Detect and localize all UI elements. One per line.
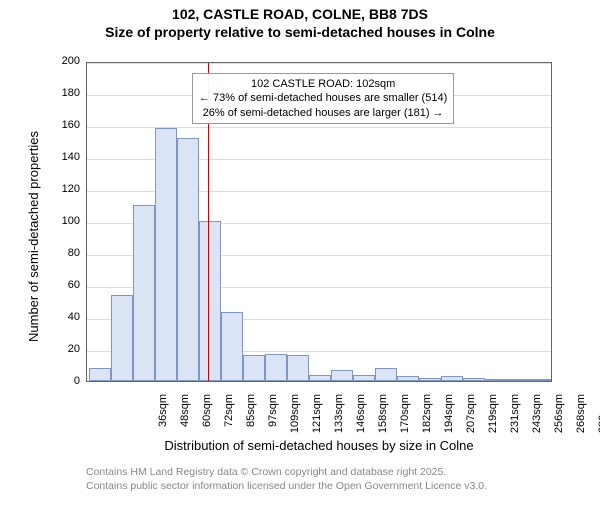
x-tick-label: 60sqm	[201, 394, 213, 454]
histogram-bar	[221, 312, 243, 381]
title-line-2: Size of property relative to semi-detach…	[105, 24, 495, 40]
histogram-bar	[111, 295, 133, 381]
histogram-bar	[507, 379, 529, 381]
attribution-text: Contains HM Land Registry data © Crown c…	[86, 466, 487, 493]
y-tick-label: 40	[56, 311, 80, 323]
y-axis-label: Number of semi-detached properties	[26, 131, 41, 342]
histogram-bar	[463, 378, 485, 381]
annotation-line-1: 102 CASTLE ROAD: 102sqm	[251, 78, 395, 90]
histogram-bar	[441, 376, 463, 381]
y-tick-label: 0	[56, 375, 80, 387]
gridline	[87, 63, 551, 64]
histogram-bar	[419, 378, 441, 381]
histogram-bar	[89, 368, 111, 381]
x-tick-label: 48sqm	[179, 394, 191, 454]
x-tick-label: 133sqm	[333, 394, 345, 454]
histogram-bar	[331, 370, 353, 381]
annotation-line-2: ← 73% of semi-detached houses are smalle…	[199, 92, 447, 104]
y-tick-label: 20	[56, 343, 80, 355]
annotation-line-3: 26% of semi-detached houses are larger (…	[203, 107, 444, 119]
x-tick-label: 268sqm	[575, 394, 587, 454]
histogram-bar	[353, 375, 375, 381]
histogram-bar	[243, 355, 265, 381]
y-tick-label: 60	[56, 279, 80, 291]
plot-area: 102 CASTLE ROAD: 102sqm ← 73% of semi-det…	[86, 62, 552, 382]
annotation-box: 102 CASTLE ROAD: 102sqm ← 73% of semi-det…	[192, 73, 454, 124]
histogram-bar	[485, 379, 507, 381]
title-line-1: 102, CASTLE ROAD, COLNE, BB8 7DS	[172, 6, 428, 22]
y-tick-label: 140	[56, 151, 80, 163]
x-tick-label: 194sqm	[443, 394, 455, 454]
y-tick-label: 120	[56, 183, 80, 195]
histogram-bar	[375, 368, 397, 381]
y-tick-label: 180	[56, 87, 80, 99]
x-tick-label: 170sqm	[399, 394, 411, 454]
histogram-bar	[177, 138, 199, 381]
x-tick-label: 97sqm	[267, 394, 279, 454]
histogram-bar	[287, 355, 309, 381]
chart-title: 102, CASTLE ROAD, COLNE, BB8 7DS Size of…	[0, 6, 600, 41]
y-tick-label: 80	[56, 247, 80, 259]
x-tick-label: 256sqm	[553, 394, 565, 454]
histogram-chart: 102 CASTLE ROAD: 102sqm ← 73% of semi-det…	[56, 56, 566, 436]
histogram-bar	[529, 379, 551, 381]
histogram-bar	[199, 221, 221, 381]
x-tick-label: 85sqm	[245, 394, 257, 454]
y-tick-label: 100	[56, 215, 80, 227]
x-tick-label: 158sqm	[377, 394, 389, 454]
y-tick-label: 160	[56, 119, 80, 131]
attribution-line-2: Contains public sector information licen…	[86, 480, 487, 492]
histogram-bar	[133, 205, 155, 381]
histogram-bar	[155, 128, 177, 381]
histogram-bar	[397, 376, 419, 381]
x-tick-label: 72sqm	[223, 394, 235, 454]
histogram-bar	[265, 354, 287, 381]
x-tick-label: 109sqm	[289, 394, 301, 454]
x-tick-label: 231sqm	[509, 394, 521, 454]
y-tick-label: 200	[56, 55, 80, 67]
attribution-line-1: Contains HM Land Registry data © Crown c…	[86, 466, 446, 478]
x-tick-label: 182sqm	[421, 394, 433, 454]
x-tick-label: 146sqm	[355, 394, 367, 454]
histogram-bar	[309, 375, 331, 381]
x-tick-label: 243sqm	[531, 394, 543, 454]
x-tick-label: 121sqm	[311, 394, 323, 454]
x-tick-label: 36sqm	[157, 394, 169, 454]
x-tick-label: 219sqm	[487, 394, 499, 454]
x-tick-label: 207sqm	[465, 394, 477, 454]
